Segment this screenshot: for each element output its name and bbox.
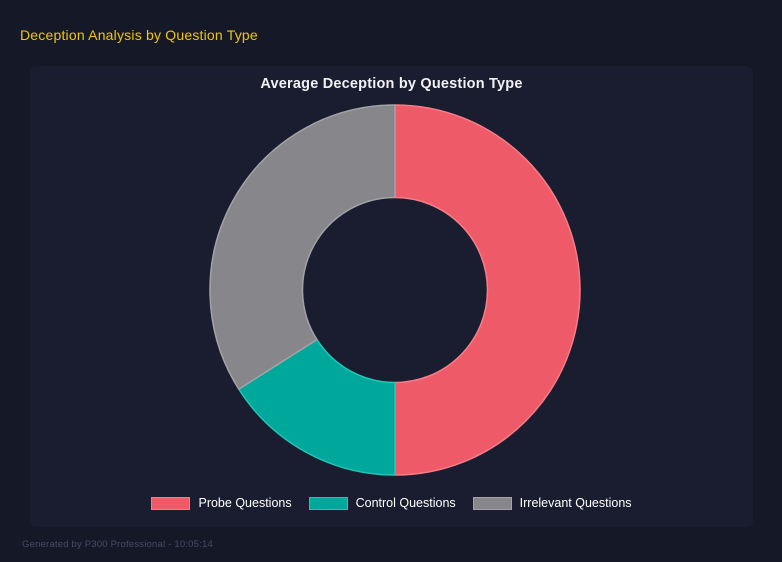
legend-swatch-icon <box>472 496 512 510</box>
chart-legend: Probe Questions Control Questions Irreleva… <box>30 496 753 510</box>
doughnut-segment[interactable] <box>394 104 581 476</box>
legend-label: Probe Questions <box>198 496 292 510</box>
legend-item[interactable]: Control Questions <box>308 496 456 510</box>
doughnut-chart[interactable] <box>195 90 595 490</box>
chart-title: Average Deception by Question Type <box>260 76 523 92</box>
legend-item[interactable]: Probe Questions <box>151 496 292 510</box>
doughnut-segment[interactable] <box>209 104 396 390</box>
legend-swatch-icon <box>308 496 348 510</box>
legend-label: Irrelevant Questions <box>519 496 632 510</box>
legend-item[interactable]: Irrelevant Questions <box>472 496 632 510</box>
legend-swatch-icon <box>151 496 191 510</box>
legend-label: Control Questions <box>355 496 456 510</box>
page-title: Deception Analysis by Question Type <box>20 27 258 43</box>
doughnut-segment[interactable] <box>238 338 396 476</box>
chart-panel: Average Deception by Question Type Probe… <box>30 66 753 527</box>
footer-text: Generated by P300 Professional - 10:05:1… <box>22 539 213 550</box>
